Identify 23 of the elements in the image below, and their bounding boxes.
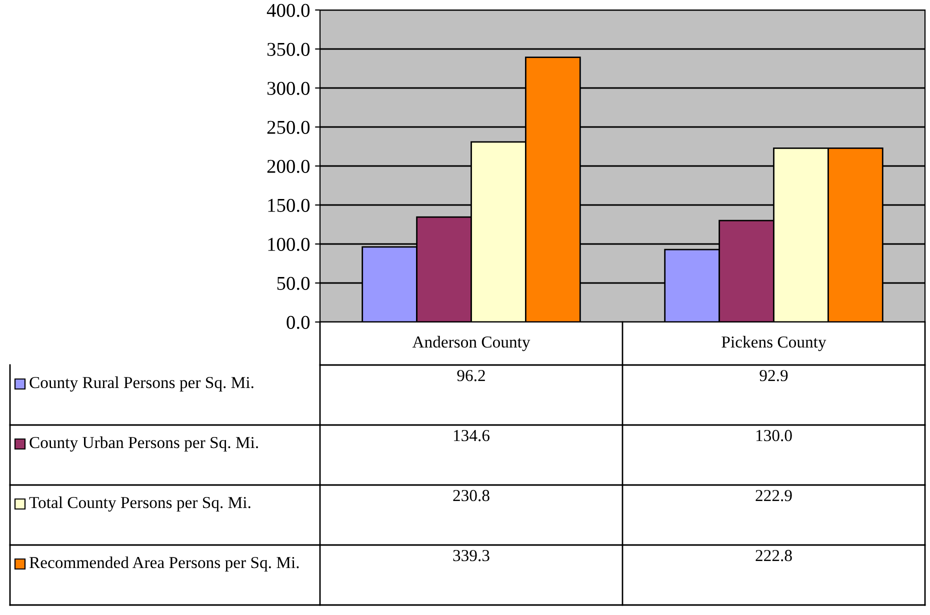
data-label: 92.9 [760, 370, 788, 382]
legend-label: Recommended Area Persons per Sq. Mi. [29, 556, 299, 572]
y-tick-label: 200.0 [267, 160, 310, 174]
data-label: 230.8 [453, 490, 490, 502]
data-label: 134.6 [454, 430, 490, 442]
legend-label: County Urban Persons per Sq. Mi. [30, 436, 258, 452]
x-tick-label: Pickens County [722, 336, 826, 352]
data-label: 96.2 [457, 370, 485, 382]
y-tick-label: 350.0 [267, 42, 310, 56]
y-tick-label: 0.0 [286, 316, 310, 330]
y-tick-label: 300.0 [267, 82, 310, 96]
x-tick-label: Anderson County [412, 336, 530, 352]
data-label: 130.0 [756, 430, 792, 442]
data-label: 222.8 [756, 550, 792, 562]
y-tick-label: 250.0 [267, 120, 310, 134]
y-tick-label: 400.0 [266, 4, 310, 18]
y-tick-label: 50.0 [277, 276, 310, 290]
y-tick-label: 150.0 [268, 198, 310, 212]
y-tick-label: 100.0 [268, 238, 310, 252]
data-label: 339.3 [453, 550, 490, 562]
data-label: 222.9 [756, 490, 792, 502]
legend-label: County Rural Persons per Sq. Mi. [30, 376, 254, 392]
legend-label: Total County Persons per Sq. Mi. [29, 496, 250, 512]
